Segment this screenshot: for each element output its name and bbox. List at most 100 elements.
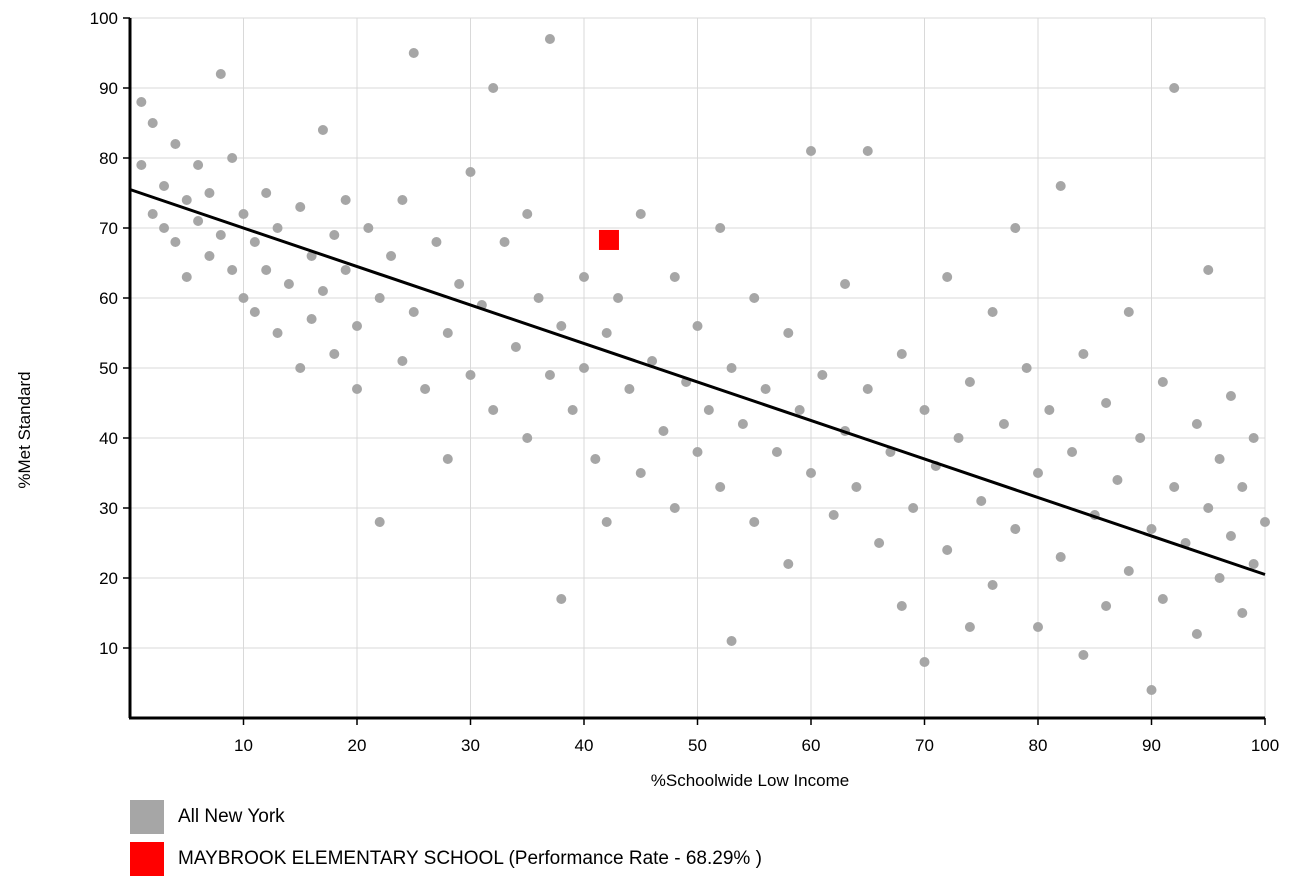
data-point bbox=[261, 188, 272, 198]
x-axis-title: %Schoolwide Low Income bbox=[651, 771, 849, 790]
data-point bbox=[181, 272, 192, 282]
data-point bbox=[1260, 517, 1270, 527]
data-point bbox=[374, 293, 385, 303]
data-point bbox=[488, 83, 499, 93]
data-point bbox=[1225, 391, 1236, 401]
data-point bbox=[340, 195, 351, 205]
data-point bbox=[919, 405, 930, 415]
data-point bbox=[1101, 601, 1112, 611]
data-point bbox=[783, 559, 794, 569]
x-tick-label: 100 bbox=[1251, 736, 1279, 755]
y-tick-label: 20 bbox=[99, 569, 118, 588]
data-point bbox=[317, 286, 328, 296]
data-point bbox=[1203, 265, 1214, 275]
data-point bbox=[329, 349, 340, 359]
data-point bbox=[465, 370, 476, 380]
data-point bbox=[1044, 405, 1055, 415]
data-point bbox=[431, 237, 442, 247]
data-point bbox=[499, 237, 510, 247]
data-point bbox=[1237, 608, 1248, 618]
data-point bbox=[715, 482, 726, 492]
data-point bbox=[261, 265, 272, 275]
data-point bbox=[942, 545, 953, 555]
data-point bbox=[1010, 223, 1021, 233]
data-point bbox=[987, 307, 998, 317]
legend-swatch-gray bbox=[130, 800, 164, 834]
y-tick-label: 10 bbox=[99, 639, 118, 658]
data-point bbox=[601, 328, 612, 338]
data-point bbox=[272, 223, 283, 233]
legend-item-all-new-york: All New York bbox=[130, 800, 762, 834]
data-point bbox=[556, 321, 567, 331]
data-point bbox=[272, 328, 283, 338]
scatter-chart: 10 20 30 40 50 60 70 80 90 100 10 20 30 40 50 60 70 80 90 1… bbox=[15, 9, 1280, 790]
y-tick-label: 80 bbox=[99, 149, 118, 168]
legend: All New York MAYBROOK ELEMENTARY SCHOOL … bbox=[130, 800, 762, 884]
y-tick-label: 50 bbox=[99, 359, 118, 378]
data-points bbox=[136, 34, 1270, 695]
data-point bbox=[1157, 594, 1168, 604]
data-point bbox=[544, 370, 555, 380]
data-point bbox=[522, 209, 533, 219]
data-point bbox=[1191, 629, 1202, 639]
data-point bbox=[227, 153, 238, 163]
data-point bbox=[998, 419, 1009, 429]
data-point bbox=[249, 237, 260, 247]
highlight-points bbox=[598, 229, 619, 250]
data-point bbox=[1169, 83, 1180, 93]
data-point bbox=[579, 363, 589, 373]
data-point bbox=[840, 279, 851, 289]
data-point bbox=[397, 356, 408, 366]
data-point bbox=[601, 517, 612, 527]
data-point bbox=[533, 293, 544, 303]
data-point bbox=[908, 503, 919, 513]
data-point bbox=[874, 538, 885, 548]
data-point bbox=[635, 209, 646, 219]
data-point bbox=[1146, 685, 1157, 695]
data-point bbox=[942, 272, 953, 282]
data-point bbox=[1248, 559, 1259, 569]
data-point bbox=[703, 405, 714, 415]
data-point bbox=[794, 405, 805, 415]
data-point bbox=[635, 468, 646, 478]
data-point bbox=[329, 230, 340, 240]
data-point bbox=[170, 139, 181, 149]
x-tick-label: 40 bbox=[575, 736, 594, 755]
data-point bbox=[408, 48, 419, 58]
data-point bbox=[692, 321, 703, 331]
data-point bbox=[317, 125, 328, 135]
data-point bbox=[976, 496, 987, 506]
y-tick-label: 90 bbox=[99, 79, 118, 98]
data-point bbox=[1055, 181, 1066, 191]
data-point bbox=[987, 580, 998, 590]
data-point bbox=[204, 188, 215, 198]
y-tick-label: 40 bbox=[99, 429, 118, 448]
x-tick-label: 30 bbox=[461, 736, 480, 755]
data-point bbox=[590, 454, 601, 464]
data-point bbox=[544, 34, 555, 44]
legend-item-school: MAYBROOK ELEMENTARY SCHOOL (Performance … bbox=[130, 842, 762, 876]
data-point bbox=[896, 601, 907, 611]
y-tick-label: 70 bbox=[99, 219, 118, 238]
data-point bbox=[249, 307, 260, 317]
y-tick-label: 60 bbox=[99, 289, 118, 308]
tick-labels: 10 20 30 40 50 60 70 80 90 100 10 20 30 40 50 60 70 80 90 1… bbox=[90, 9, 1280, 755]
data-point bbox=[488, 405, 499, 415]
x-tick-label: 70 bbox=[915, 736, 934, 755]
legend-swatch-red bbox=[130, 842, 164, 876]
x-tick-label: 90 bbox=[1142, 736, 1161, 755]
data-point bbox=[238, 293, 249, 303]
data-point bbox=[181, 195, 192, 205]
data-point bbox=[1033, 622, 1043, 632]
data-point bbox=[1055, 552, 1066, 562]
data-point bbox=[159, 223, 170, 233]
data-point bbox=[147, 118, 158, 128]
data-point bbox=[1112, 475, 1123, 485]
data-point bbox=[1214, 454, 1225, 464]
data-point bbox=[1078, 650, 1089, 660]
data-point bbox=[283, 279, 294, 289]
data-point bbox=[1248, 433, 1259, 443]
data-point bbox=[1101, 398, 1112, 408]
data-point bbox=[136, 160, 147, 170]
data-point bbox=[215, 230, 226, 240]
